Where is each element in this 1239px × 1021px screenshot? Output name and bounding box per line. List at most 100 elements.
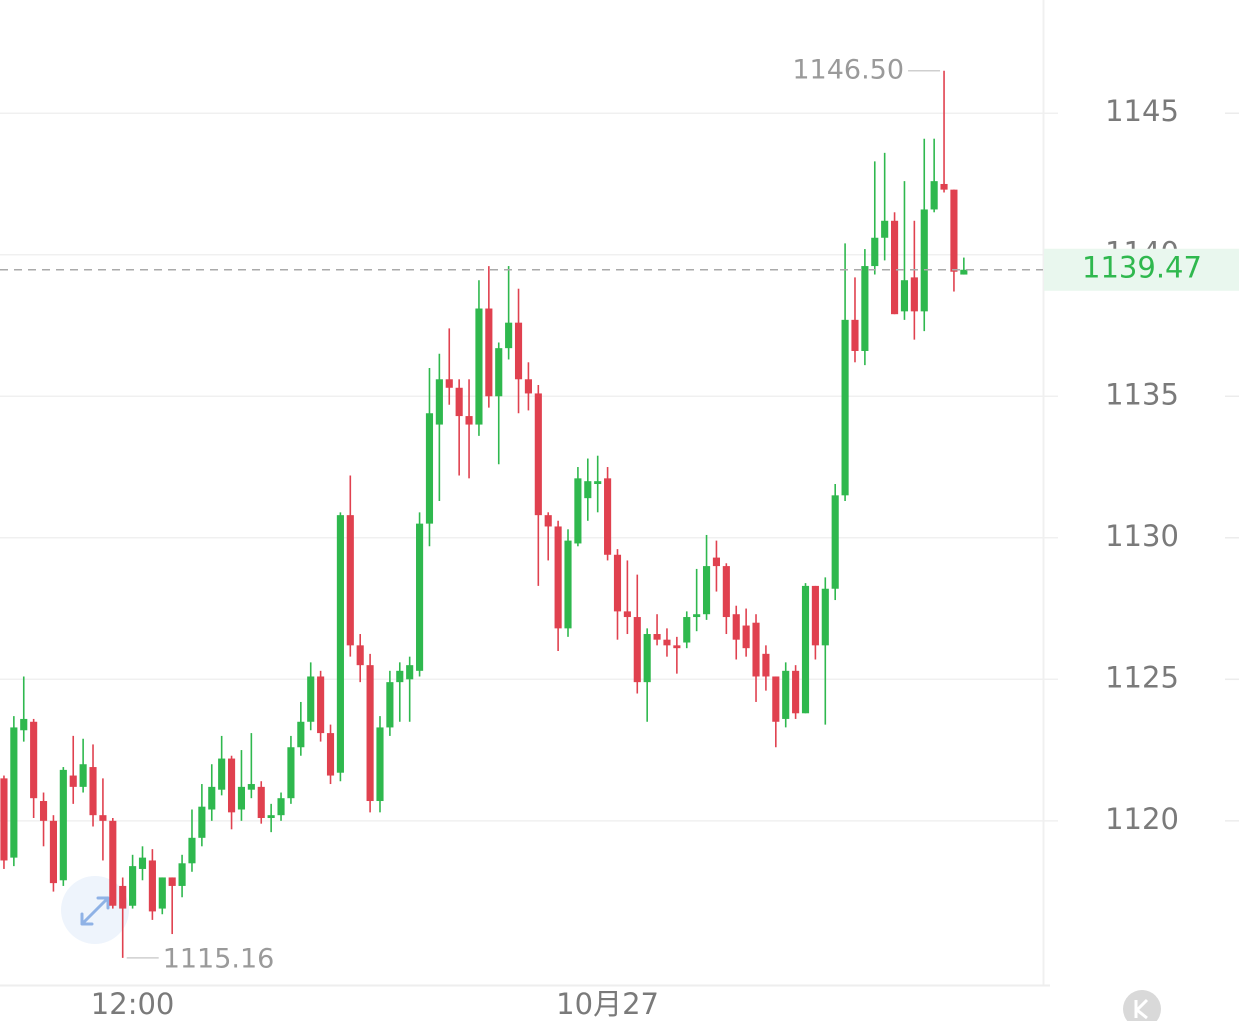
candle-body xyxy=(574,478,582,544)
candle-body xyxy=(267,815,275,819)
candle-body xyxy=(79,764,87,787)
candle-body xyxy=(722,566,730,618)
y-tick-label: 1125 xyxy=(1105,660,1179,694)
candle-body xyxy=(871,237,879,267)
candle-body xyxy=(653,634,661,640)
candle-body xyxy=(792,670,800,714)
candle-body xyxy=(900,280,909,312)
candle-body xyxy=(811,585,819,646)
last-price-label: 1139.47 xyxy=(1082,251,1202,285)
candle-body xyxy=(960,269,968,275)
candle-body xyxy=(831,495,839,589)
candle-body xyxy=(59,769,67,881)
annotation-label: 1115.16 xyxy=(163,943,275,974)
candle-body xyxy=(702,566,711,615)
grid xyxy=(0,112,1239,822)
candle-body xyxy=(326,733,335,776)
candle-body xyxy=(247,784,255,790)
candle-body xyxy=(346,515,354,646)
candle-body xyxy=(10,727,18,858)
candle-body xyxy=(544,515,552,527)
candle-body xyxy=(356,645,364,666)
candle-body xyxy=(129,866,137,906)
candle-body xyxy=(366,665,374,802)
candle-body xyxy=(307,676,315,722)
candle-body xyxy=(89,767,97,816)
x-tick-label: 10月27 xyxy=(556,987,659,1021)
y-tick-label: 1135 xyxy=(1105,377,1179,411)
candle-body xyxy=(416,523,424,671)
candle-body xyxy=(534,393,542,516)
candle-body xyxy=(188,837,196,864)
candle-body xyxy=(257,786,265,819)
candle-body xyxy=(138,857,147,869)
kline-icon[interactable] xyxy=(1134,998,1149,1020)
candle-body xyxy=(604,478,612,555)
expand-icon[interactable] xyxy=(80,896,110,926)
candle-body xyxy=(218,758,226,790)
candle-body xyxy=(673,645,681,649)
candle-body xyxy=(435,379,443,425)
candle-body xyxy=(297,721,305,748)
candle-body xyxy=(386,682,394,728)
candle-body xyxy=(198,806,206,838)
annotation-label: 1146.50 xyxy=(792,54,904,85)
candle-body xyxy=(119,885,127,909)
candle-body xyxy=(178,863,186,886)
candle-body xyxy=(772,676,780,722)
candle-body xyxy=(851,319,859,351)
candle-body xyxy=(376,727,384,802)
candle-body xyxy=(841,319,849,496)
candle-body xyxy=(712,557,721,567)
candle-body xyxy=(277,798,285,816)
candle-body xyxy=(752,622,760,677)
candle-body xyxy=(317,676,325,734)
candle-body xyxy=(801,585,810,714)
candle-body xyxy=(762,653,770,677)
candle-body xyxy=(39,801,48,821)
candle-body xyxy=(168,877,176,886)
candle-body xyxy=(336,515,344,773)
candle-body xyxy=(554,526,562,629)
candle-body xyxy=(613,554,622,612)
expand-button[interactable] xyxy=(61,876,129,944)
candle-body xyxy=(109,820,117,906)
candle-body xyxy=(485,308,493,397)
candle-body xyxy=(158,877,166,909)
candle-body xyxy=(623,611,631,618)
candle-body xyxy=(861,266,869,351)
candle-body xyxy=(148,860,156,912)
candle-body xyxy=(475,308,483,425)
candle-body xyxy=(950,189,958,272)
candle-body xyxy=(49,820,57,884)
y-tick-label: 1120 xyxy=(1105,802,1179,836)
candle-body xyxy=(524,379,532,394)
candle-body xyxy=(396,670,404,683)
candle-body xyxy=(920,209,928,312)
kline-button[interactable] xyxy=(1123,990,1161,1021)
candle-body xyxy=(930,181,938,210)
y-tick-label: 1130 xyxy=(1105,519,1179,553)
candle-body xyxy=(663,639,671,646)
candle-body xyxy=(237,786,246,810)
candle-body xyxy=(425,413,434,524)
y-tick-label: 1145 xyxy=(1105,94,1179,128)
candle-body xyxy=(406,665,414,680)
candle-body xyxy=(633,617,641,683)
candle-body xyxy=(910,277,918,312)
candle-body xyxy=(564,540,572,629)
candle-body xyxy=(208,786,216,810)
last-price-box xyxy=(1044,248,1239,291)
candle-body xyxy=(20,718,28,731)
candle-body xyxy=(940,183,948,190)
candle-body xyxy=(495,348,503,397)
candle-body xyxy=(30,721,38,799)
candle-body xyxy=(594,481,602,485)
candle-body xyxy=(693,614,701,618)
candle-body xyxy=(683,617,691,643)
candle-body xyxy=(584,481,592,499)
candle-body xyxy=(505,322,513,349)
candle-body xyxy=(821,588,829,646)
candle-body xyxy=(465,416,473,425)
